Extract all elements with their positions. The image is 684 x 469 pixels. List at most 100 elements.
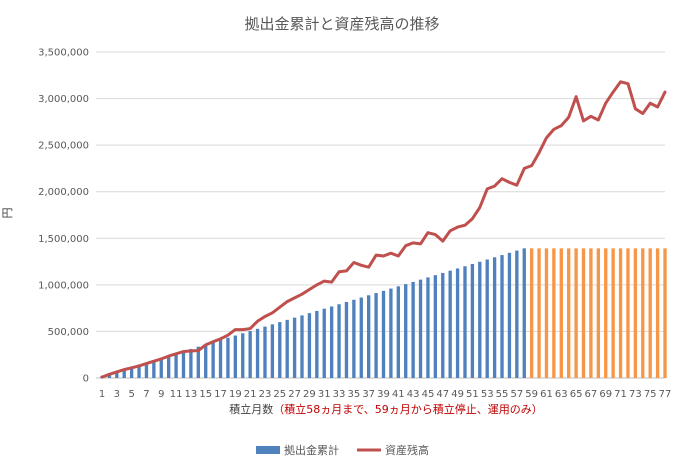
x-tick-label: 35	[348, 389, 361, 400]
x-tick-label: 45	[422, 389, 435, 400]
x-tick-label: 9	[158, 389, 164, 400]
contribution-bar	[404, 284, 408, 378]
contribution-bar	[159, 357, 163, 378]
contribution-bar	[307, 313, 312, 378]
contribution-bar	[663, 248, 667, 378]
legend-swatch-contribution	[256, 446, 280, 454]
contribution-bar	[174, 353, 178, 378]
y-tick-label: 0	[83, 374, 89, 385]
x-tick-label: 13	[185, 389, 198, 400]
contribution-bar	[381, 290, 386, 378]
contribution-bar	[255, 328, 260, 378]
contribution-bar	[485, 259, 489, 378]
x-tick-label: 69	[599, 389, 612, 400]
y-tick-label: 2,000,000	[38, 187, 89, 198]
x-tick-label: 37	[362, 389, 375, 400]
contribution-bar	[129, 366, 134, 378]
contribution-bar	[144, 362, 149, 378]
legend-label-balance: 資産残高	[385, 443, 429, 457]
contribution-bar	[329, 306, 334, 378]
contribution-bar	[559, 248, 563, 378]
contribution-bar	[433, 275, 438, 378]
x-tick-label: 51	[466, 389, 479, 400]
contribution-bar	[604, 248, 608, 378]
contribution-bar	[226, 337, 230, 378]
contribution-bar	[492, 257, 497, 378]
x-axis-title-group: 積立月数（積立58ヵ月まで、59ヵ月から積立停止、運用のみ）	[229, 402, 543, 416]
y-tick-label: 1,500,000	[38, 234, 89, 245]
contribution-bar	[537, 248, 541, 378]
x-tick-label: 71	[614, 389, 627, 400]
contribution-bar	[211, 342, 215, 378]
contribution-bar	[544, 248, 549, 378]
contribution-bar	[522, 248, 526, 378]
contribution-bar	[552, 248, 556, 378]
x-tick-label: 1	[99, 389, 105, 400]
balance-line	[100, 80, 667, 379]
contribution-bar	[655, 248, 660, 378]
contribution-bar	[115, 371, 119, 378]
contribution-bar	[529, 248, 534, 378]
contribution-bar	[152, 360, 156, 378]
x-tick-label: 19	[229, 389, 242, 400]
x-tick-label: 77	[659, 389, 672, 400]
x-tick-label: 7	[143, 389, 149, 400]
x-tick-label: 65	[570, 389, 583, 400]
contribution-bar	[463, 266, 467, 378]
x-tick-label: 41	[392, 389, 405, 400]
x-tick-label: 75	[644, 389, 657, 400]
x-tick-label: 59	[525, 389, 538, 400]
contribution-bar	[241, 333, 245, 378]
x-tick-label: 23	[259, 389, 272, 400]
contribution-bar	[204, 344, 208, 378]
contribution-bar	[374, 293, 378, 378]
x-tick-label: 3	[114, 389, 120, 400]
contribution-bar	[589, 248, 593, 378]
contribution-bar	[367, 295, 371, 378]
y-axis-ticks: 0 500,000 1,000,000 1,500,000 2,000,000 2,500…	[38, 48, 89, 385]
contribution-bar	[352, 299, 356, 378]
x-tick-label: 5	[128, 389, 134, 400]
contribution-bar	[167, 355, 171, 378]
contribution-bar	[292, 317, 297, 378]
contribution-bar	[233, 335, 238, 378]
contribution-bar	[344, 301, 349, 378]
contribution-bar	[633, 248, 638, 378]
contribution-bar	[411, 281, 415, 378]
y-axis-title: 円	[1, 208, 14, 219]
contribution-bar	[418, 279, 423, 378]
x-tick-label: 21	[244, 389, 257, 400]
contribution-bar	[278, 322, 282, 378]
contribution-bar	[618, 248, 623, 378]
contribution-bar	[315, 310, 319, 378]
x-axis-ticks: 1 3 5 7 9 11 13 15 17 19 21 23 25 27 29 31 33 35 37 39 41 43 4…	[99, 389, 672, 400]
x-tick-label: 55	[496, 389, 509, 400]
contribution-bar	[337, 304, 341, 378]
contribution-bar	[581, 248, 586, 378]
chart-title: 拠出金累計と資産残高の推移	[244, 15, 439, 33]
x-tick-label: 27	[288, 389, 301, 400]
x-tick-label: 33	[333, 389, 346, 400]
contribution-bar	[263, 326, 267, 378]
contribution-bar	[300, 315, 304, 378]
contribution-bar	[574, 248, 578, 378]
contribution-bar	[359, 297, 363, 378]
x-axis-note: （積立58ヵ月まで、59ヵ月から積立停止、運用のみ）	[273, 402, 543, 416]
balance-line-group	[100, 80, 667, 379]
x-tick-label: 67	[585, 389, 598, 400]
x-tick-label: 49	[451, 389, 464, 400]
contribution-bar	[611, 248, 615, 378]
contribution-bar	[567, 248, 571, 378]
contribution-bar	[396, 286, 400, 378]
x-tick-label: 25	[273, 389, 286, 400]
x-tick-label: 11	[170, 389, 183, 400]
x-tick-label: 57	[510, 389, 523, 400]
y-tick-label: 3,000,000	[38, 94, 89, 105]
contribution-bar	[478, 261, 482, 378]
contribution-bar	[596, 248, 600, 378]
contribution-bar	[189, 348, 193, 378]
contribution-bar	[470, 263, 475, 378]
contribution-bar	[270, 324, 275, 378]
